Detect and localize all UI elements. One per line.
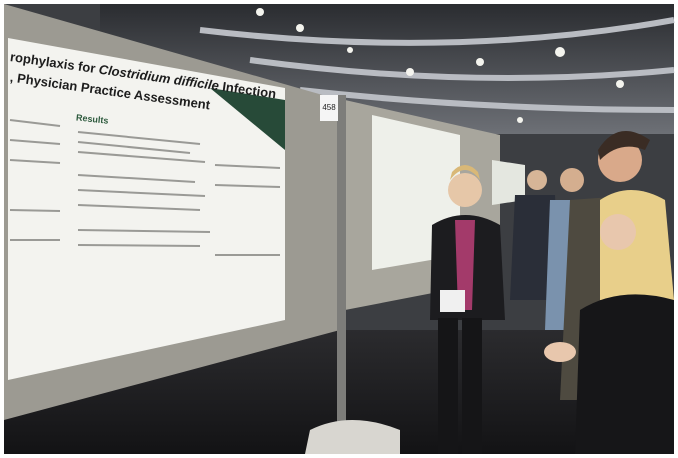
- bag: [305, 420, 400, 454]
- poster: [8, 38, 285, 380]
- section-heading: Results: [76, 112, 109, 125]
- person-woman-right: [544, 190, 674, 454]
- poster-text-lines: [9, 119, 281, 256]
- board-number: 458: [322, 103, 336, 112]
- title-suffix: Infection: [221, 79, 277, 101]
- scene: rophylaxis for Clostridium difficile Inf…: [4, 4, 675, 454]
- person-woman-center: [430, 165, 505, 454]
- ceiling-lights: [256, 8, 624, 123]
- board-pole: [337, 95, 346, 425]
- ceiling-beams: [199, 17, 675, 113]
- board-number-card: [320, 95, 338, 121]
- poster-banner: [210, 88, 285, 150]
- poster-third: [492, 160, 525, 205]
